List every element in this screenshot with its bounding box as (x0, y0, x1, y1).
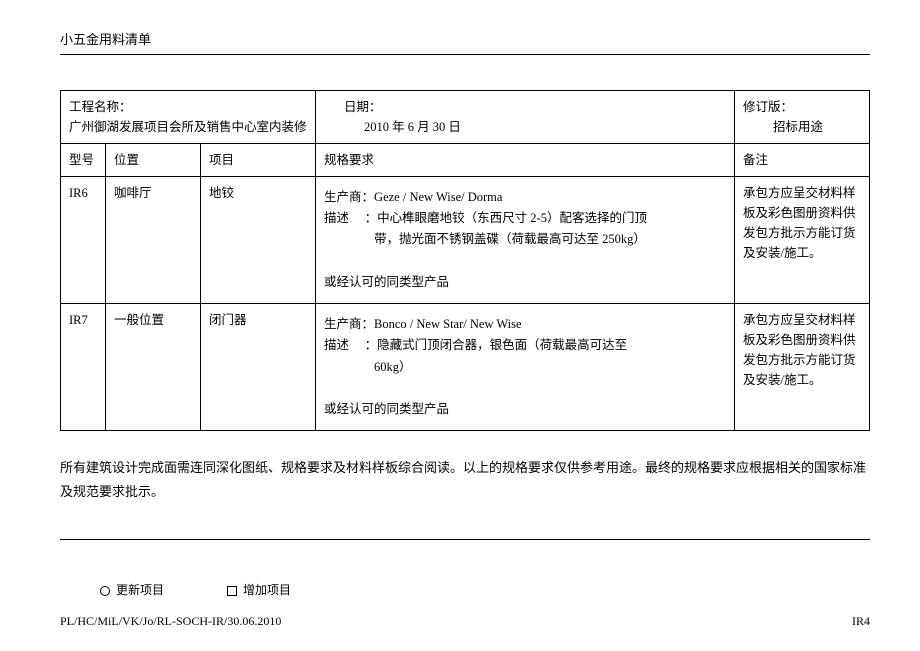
cell-item: 闭门器 (201, 304, 316, 431)
date-value: 2010 年 6 月 30 日 (324, 120, 461, 134)
doc-title: 小五金用料清单 (60, 32, 151, 47)
cell-model: IR7 (61, 304, 106, 431)
table-row: IR7 一般位置 闭门器 生产商：Bonco / New Star/ New W… (61, 304, 870, 431)
cell-location: 一般位置 (106, 304, 201, 431)
col-model: 型号 (61, 143, 106, 176)
desc-line2: 60kg） (324, 357, 726, 378)
col-item: 项目 (201, 143, 316, 176)
cell-spec: 生产商：Bonco / New Star/ New Wise 描述 ：隐藏式门顶… (316, 304, 735, 431)
desc-label: 描述 ： (324, 211, 377, 225)
alt-text: 或经认可的同类型产品 (324, 275, 449, 289)
rev-value: 招标用途 (743, 120, 823, 134)
materials-table: 工程名称： 广州御湖发展项目会所及销售中心室内装修 日期： 2010 年 6 月… (60, 90, 870, 432)
mfr-value: Bonco / New Star/ New Wise (374, 317, 522, 331)
alt-text: 或经认可的同类型产品 (324, 402, 449, 416)
desc-line2: 带，抛光面不锈钢盖碟（荷载最高可达至 250kg） (324, 229, 726, 250)
col-location: 位置 (106, 143, 201, 176)
cell-item: 地铰 (201, 176, 316, 303)
mfr-label: 生产商： (324, 190, 374, 204)
mfr-label: 生产商： (324, 317, 374, 331)
doc-ref: PL/HC/MiL/VK/Jo/RL-SOCH-IR/30.06.2010 (60, 612, 281, 631)
footer-doc-row: PL/HC/MiL/VK/Jo/RL-SOCH-IR/30.06.2010 IR… (60, 612, 870, 631)
legend-add: 增加项目 (243, 583, 291, 597)
table-header-row: 型号 位置 项目 规格要求 备注 (61, 143, 870, 176)
cell-note: 承包方应呈交材料样板及彩色图册资料供发包方批示方能订货及安装/施工。 (735, 304, 870, 431)
circle-icon (100, 586, 110, 596)
desc-line1: 隐藏式门顶闭合器，银色面（荷载最高可达至 (377, 338, 627, 352)
desc-label: 描述 ： (324, 338, 377, 352)
page-footer: 更新项目 增加项目 PL/HC/MiL/VK/Jo/RL-SOCH-IR/30.… (60, 539, 870, 631)
col-spec: 规格要求 (316, 143, 735, 176)
revision-cell: 修订版： 招标用途 (735, 90, 870, 143)
page-number: IR4 (852, 612, 870, 631)
cell-location: 咖啡厅 (106, 176, 201, 303)
page-header: 小五金用料清单 (60, 30, 870, 55)
legend-update: 更新项目 (116, 583, 164, 597)
table-row: IR6 咖啡厅 地铰 生产商：Geze / New Wise/ Dorma 描述… (61, 176, 870, 303)
project-name-cell: 工程名称： 广州御湖发展项目会所及销售中心室内装修 (61, 90, 316, 143)
desc-line1: 中心榫眼磨地铰（东西尺寸 2-5）配客选择的门顶 (377, 211, 647, 225)
rev-label: 修订版： (743, 100, 793, 114)
bottom-note: 所有建筑设计完成面需连同深化图纸、规格要求及材料样板综合阅读。以上的规格要求仅供… (60, 456, 870, 503)
project-name-value: 广州御湖发展项目会所及销售中心室内装修 (69, 120, 307, 134)
project-name-label: 工程名称： (69, 100, 132, 114)
mfr-value: Geze / New Wise/ Dorma (374, 190, 502, 204)
date-cell: 日期： 2010 年 6 月 30 日 (316, 90, 735, 143)
cell-note: 承包方应呈交材料样板及彩色图册资料供发包方批示方能订货及安装/施工。 (735, 176, 870, 303)
square-icon (227, 586, 237, 596)
cell-model: IR6 (61, 176, 106, 303)
cell-spec: 生产商：Geze / New Wise/ Dorma 描述 ：中心榫眼磨地铰（东… (316, 176, 735, 303)
table-meta-row: 工程名称： 广州御湖发展项目会所及销售中心室内装修 日期： 2010 年 6 月… (61, 90, 870, 143)
footer-legend: 更新项目 增加项目 (60, 581, 870, 612)
date-label: 日期： (324, 100, 382, 114)
col-note: 备注 (735, 143, 870, 176)
